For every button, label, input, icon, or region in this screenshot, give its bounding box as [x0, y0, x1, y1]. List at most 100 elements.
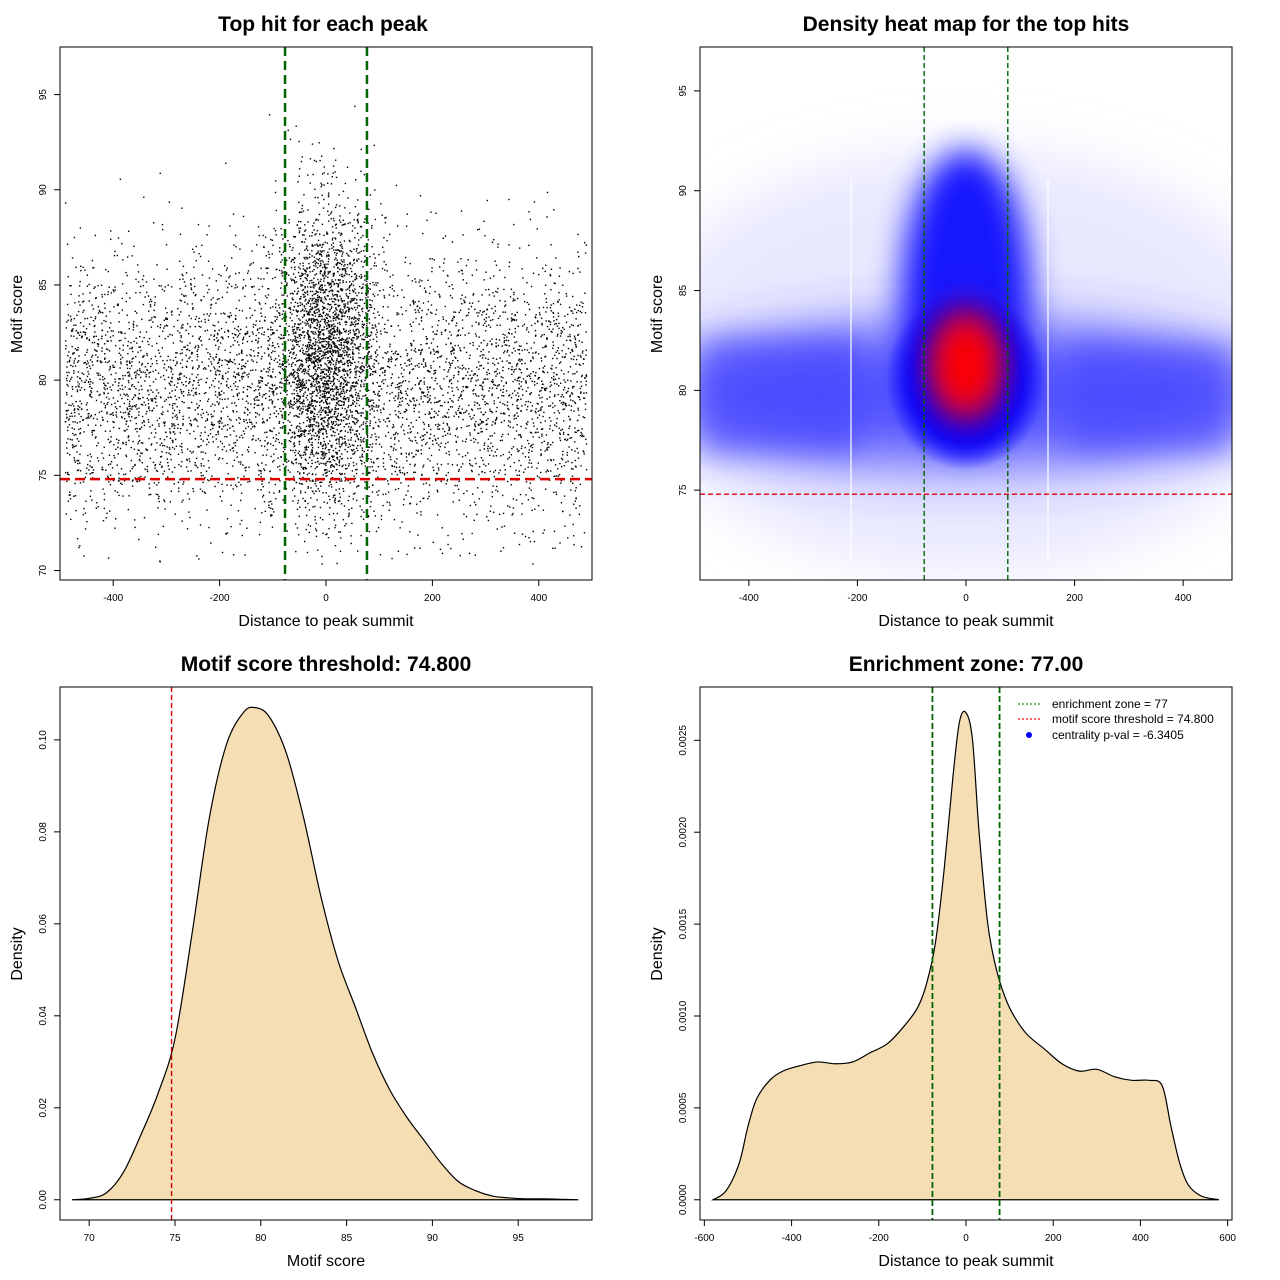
- scatter-point: [575, 466, 577, 468]
- scatter-point: [524, 468, 526, 470]
- scatter-point: [461, 408, 464, 410]
- scatter-point: [110, 292, 113, 294]
- scatter-point: [234, 385, 237, 387]
- scatter-point: [201, 416, 203, 419]
- scatter-point: [153, 309, 155, 312]
- scatter-point: [203, 465, 205, 467]
- scatter-point: [310, 393, 313, 395]
- scatter-point: [403, 296, 405, 299]
- scatter-point: [305, 292, 307, 294]
- scatter-point: [198, 325, 201, 328]
- scatter-point: [161, 465, 163, 467]
- scatter-point: [482, 421, 485, 423]
- scatter-point: [154, 464, 157, 466]
- scatter-point: [550, 310, 552, 312]
- scatter-point: [515, 394, 517, 397]
- scatter-point: [307, 373, 310, 375]
- scatter-point: [316, 361, 319, 364]
- scatter-point: [532, 436, 534, 438]
- scatter-point: [182, 383, 185, 386]
- scatter-point: [496, 448, 498, 451]
- scatter-point: [482, 459, 484, 462]
- scatter-point: [198, 338, 201, 340]
- scatter-point: [420, 449, 422, 451]
- scatter-point: [181, 381, 183, 384]
- scatter-point: [322, 455, 324, 457]
- scatter-point: [275, 358, 277, 360]
- scatter-point: [119, 411, 122, 413]
- scatter-point: [492, 455, 495, 457]
- scatter-point: [382, 306, 385, 308]
- scatter-point: [197, 368, 199, 370]
- scatter-point: [413, 455, 415, 458]
- scatter-point: [416, 512, 418, 514]
- scatter-point: [278, 371, 281, 374]
- scatter-point: [135, 376, 137, 379]
- scatter-point: [259, 303, 261, 305]
- scatter-point: [397, 386, 399, 389]
- scatter-point: [290, 449, 292, 452]
- scatter-point: [420, 395, 422, 398]
- scatter-point: [332, 456, 334, 459]
- scatter-point: [518, 353, 521, 355]
- scatter-point: [194, 462, 196, 464]
- scatter-point: [156, 484, 158, 486]
- scatter-point: [384, 217, 386, 219]
- scatter-point: [200, 475, 203, 477]
- scatter-point: [92, 364, 94, 366]
- scatter-point: [274, 306, 277, 309]
- scatter-point: [459, 554, 461, 557]
- scatter-point: [94, 317, 97, 320]
- scatter-point: [559, 361, 562, 363]
- scatter-point: [348, 397, 350, 399]
- scatter-point: [104, 334, 107, 336]
- scatter-point: [347, 515, 350, 518]
- scatter-point: [166, 318, 169, 321]
- scatter-point: [169, 448, 171, 450]
- scatter-point: [98, 394, 100, 397]
- scatter-point: [407, 485, 410, 487]
- scatter-point: [315, 378, 317, 381]
- scatter-point: [371, 434, 373, 436]
- scatter-point: [73, 317, 75, 320]
- scatter-point: [128, 360, 131, 362]
- scatter-point: [518, 345, 521, 347]
- scatter-point: [319, 334, 321, 336]
- scatter-point: [299, 455, 302, 457]
- scatter-point: [571, 393, 574, 395]
- scatter-point: [288, 404, 291, 406]
- scatter-point: [165, 318, 167, 320]
- scatter-point: [503, 385, 505, 387]
- scatter-point: [272, 400, 274, 402]
- scatter-point: [460, 298, 462, 300]
- scatter-point: [138, 411, 140, 413]
- scatter-point: [218, 380, 220, 383]
- scatter-point: [380, 515, 383, 517]
- scatter-point: [505, 344, 508, 347]
- scatter-point: [79, 462, 81, 464]
- scatter-point: [583, 453, 585, 455]
- scatter-point: [179, 378, 181, 380]
- scatter-point: [195, 245, 197, 248]
- scatter-point: [371, 443, 374, 445]
- scatter-point: [512, 446, 515, 448]
- scatter-point: [409, 304, 412, 306]
- scatter-point: [260, 358, 263, 360]
- scatter-point: [231, 389, 233, 391]
- scatter-point: [121, 332, 123, 335]
- scatter-point: [313, 297, 315, 299]
- scatter-point: [460, 412, 462, 415]
- scatter-point: [342, 518, 345, 521]
- scatter-point: [540, 453, 542, 455]
- scatter-point: [494, 423, 496, 425]
- scatter-point: [131, 385, 133, 387]
- scatter-point: [518, 449, 520, 452]
- scatter-point: [487, 447, 489, 450]
- scatter-point: [122, 412, 125, 414]
- scatter-point: [467, 452, 469, 454]
- scatter-point: [171, 425, 173, 428]
- scatter-point: [409, 262, 411, 265]
- scatter-point: [154, 467, 156, 469]
- scatter-point: [357, 445, 359, 447]
- scatter-point: [346, 342, 349, 345]
